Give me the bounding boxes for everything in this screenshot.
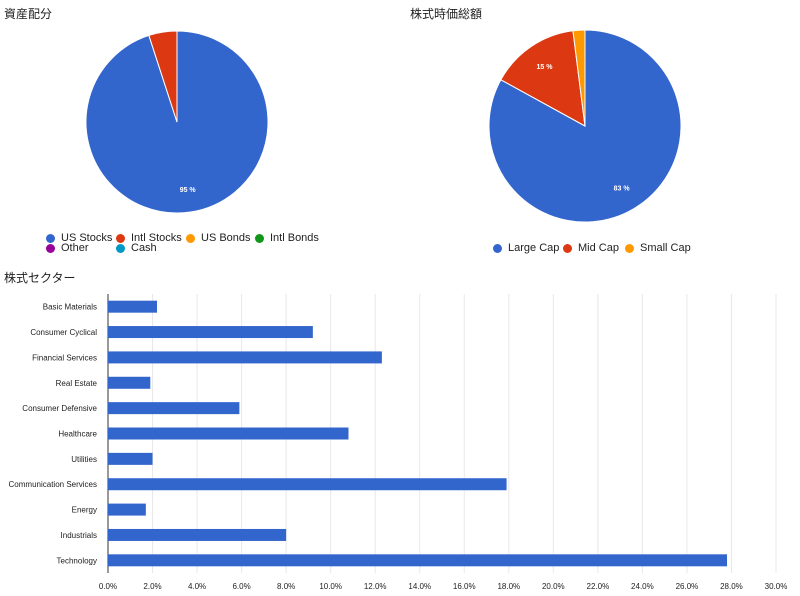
sector-bar-real-estate — [108, 376, 151, 389]
asset-allocation-legend-label: Intl Bonds — [270, 232, 319, 244]
sector-category-label: Real Estate — [56, 379, 98, 388]
sector-bar-basic-materials — [108, 300, 157, 313]
asset-allocation-legend-marker — [46, 233, 55, 243]
asset-allocation-legend-label: Cash — [131, 242, 157, 254]
sector-category-label: Basic Materials — [43, 303, 97, 312]
sector-x-tick-label: 2.0% — [143, 582, 161, 591]
asset-allocation-legend-marker — [116, 233, 125, 243]
sector-category-label: Financial Services — [32, 353, 97, 362]
sector-category-label: Utilities — [71, 455, 97, 464]
market-cap-slice-label-mid-cap: 15 % — [537, 64, 554, 71]
sector-bar-industrials — [108, 528, 287, 541]
sector-category-label: Communication Services — [9, 480, 97, 489]
sector-x-tick-label: 6.0% — [232, 582, 250, 591]
market-cap-slice-large-cap — [488, 29, 682, 223]
sector-x-tick-label: 10.0% — [319, 582, 342, 591]
market-cap-legend-label: Large Cap — [508, 242, 560, 254]
asset-allocation-legend-marker — [255, 233, 264, 243]
sector-x-tick-label: 30.0% — [765, 582, 788, 591]
sector-bar-communication-services — [108, 478, 507, 491]
sector-bar-utilities — [108, 452, 153, 465]
sector-x-tick-label: 24.0% — [631, 582, 654, 591]
sector-x-tick-label: 8.0% — [277, 582, 295, 591]
sector-category-label: Technology — [57, 556, 97, 565]
market-cap-legend-label: Mid Cap — [578, 242, 619, 254]
sector-bar-healthcare — [108, 427, 349, 440]
asset-allocation-legend-marker — [46, 243, 55, 253]
sector-bar-consumer-cyclical — [108, 326, 313, 339]
sector-x-tick-label: 20.0% — [542, 582, 565, 591]
asset-allocation-slice-intl-stocks — [148, 30, 178, 123]
sector-x-tick-label: 12.0% — [364, 582, 387, 591]
sector-category-label: Industrials — [61, 531, 97, 540]
asset-allocation-legend-marker — [186, 233, 195, 243]
sector-x-tick-label: 14.0% — [408, 582, 431, 591]
market-cap-legend-large-cap[interactable]: Large Cap — [493, 242, 559, 254]
sector-x-tick-label: 0.0% — [99, 582, 117, 591]
sector-category-label: Healthcare — [58, 430, 97, 439]
asset-allocation-title: 資産配分 — [4, 7, 53, 21]
market-cap-legend-small-cap[interactable]: Small Cap — [625, 242, 691, 254]
market-cap-slice-label-large-cap: 83 % — [614, 185, 631, 192]
asset-allocation-slice-label-us-stocks: 95 % — [180, 187, 197, 194]
market-cap-legend-marker — [493, 243, 502, 253]
sector-bar-financial-services — [108, 351, 382, 364]
asset-allocation-legend-other[interactable]: Other — [46, 242, 89, 254]
asset-allocation-legend-label: Intl Stocks — [131, 232, 182, 244]
asset-allocation-legend-label: US Bonds — [201, 232, 251, 244]
sector-category-label: Energy — [72, 506, 97, 515]
market-cap-legend-mid-cap[interactable]: Mid Cap — [563, 242, 619, 254]
sector-x-tick-label: 26.0% — [676, 582, 699, 591]
sector-bar-technology — [108, 554, 728, 567]
sector-x-tick-label: 22.0% — [587, 582, 610, 591]
asset-allocation-legend-intl-bonds[interactable]: Intl Bonds — [255, 232, 319, 244]
market-cap-legend-label: Small Cap — [640, 242, 691, 254]
market-cap-slice-small-cap — [572, 29, 586, 127]
sector-x-tick-label: 16.0% — [453, 582, 476, 591]
sector-x-tick-label: 28.0% — [720, 582, 743, 591]
asset-allocation-legend-cash[interactable]: Cash — [116, 242, 157, 254]
sector-category-label: Consumer Defensive — [22, 404, 97, 413]
market-cap-legend-marker — [563, 243, 572, 253]
sector-category-label: Consumer Cyclical — [30, 328, 97, 337]
asset-allocation-legend-intl-stocks[interactable]: Intl Stocks — [116, 232, 182, 244]
sector-bar-consumer-defensive — [108, 402, 240, 415]
asset-allocation-legend-label: US Stocks — [61, 232, 113, 244]
asset-allocation-legend-label: Other — [61, 242, 89, 254]
market-cap-title: 株式時価総額 — [410, 7, 483, 21]
asset-allocation-legend-marker — [116, 243, 125, 253]
sector-x-tick-label: 4.0% — [188, 582, 206, 591]
asset-allocation-legend-us-stocks[interactable]: US Stocks — [46, 232, 112, 244]
asset-allocation-legend-us-bonds[interactable]: US Bonds — [186, 232, 251, 244]
sector-title: 株式セクター — [4, 271, 76, 285]
market-cap-legend-marker — [625, 243, 634, 253]
sector-bar-energy — [108, 503, 146, 516]
market-cap-slice-mid-cap — [500, 30, 586, 127]
sector-x-tick-label: 18.0% — [497, 582, 520, 591]
